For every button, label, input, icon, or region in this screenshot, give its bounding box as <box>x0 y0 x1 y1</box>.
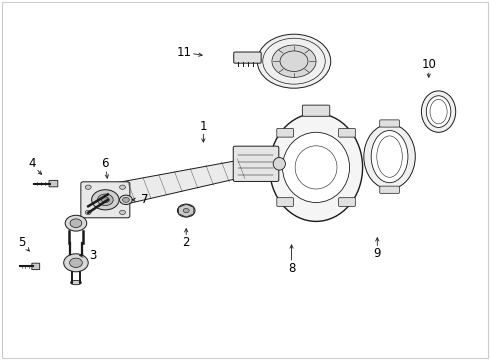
FancyBboxPatch shape <box>277 129 294 137</box>
Text: 10: 10 <box>421 58 436 71</box>
Text: 9: 9 <box>373 247 381 260</box>
Circle shape <box>257 34 331 88</box>
Text: 11: 11 <box>176 46 191 59</box>
Text: 6: 6 <box>101 157 109 170</box>
Circle shape <box>70 258 82 267</box>
FancyBboxPatch shape <box>277 198 294 206</box>
Circle shape <box>177 204 195 217</box>
Circle shape <box>272 45 316 77</box>
Circle shape <box>98 194 113 206</box>
Polygon shape <box>103 156 268 207</box>
Text: 2: 2 <box>182 237 190 249</box>
Text: 1: 1 <box>199 120 207 132</box>
Text: 7: 7 <box>141 193 148 206</box>
Ellipse shape <box>421 91 456 132</box>
Polygon shape <box>178 204 194 217</box>
Text: 5: 5 <box>18 237 26 249</box>
Circle shape <box>85 210 91 215</box>
Circle shape <box>70 219 82 228</box>
Text: 4: 4 <box>28 157 36 170</box>
Ellipse shape <box>270 113 363 221</box>
Circle shape <box>101 197 109 203</box>
Text: 8: 8 <box>288 262 295 275</box>
Ellipse shape <box>283 132 349 202</box>
Text: 3: 3 <box>89 249 97 262</box>
FancyBboxPatch shape <box>339 129 355 137</box>
Circle shape <box>64 254 88 272</box>
Circle shape <box>92 190 119 210</box>
Ellipse shape <box>71 280 81 285</box>
FancyBboxPatch shape <box>32 263 40 270</box>
Circle shape <box>120 210 125 215</box>
FancyBboxPatch shape <box>233 146 279 181</box>
FancyBboxPatch shape <box>339 198 355 206</box>
Circle shape <box>183 208 189 213</box>
Ellipse shape <box>426 96 451 127</box>
Circle shape <box>120 185 125 189</box>
Ellipse shape <box>273 157 285 170</box>
Ellipse shape <box>364 124 416 189</box>
Circle shape <box>65 215 87 231</box>
FancyBboxPatch shape <box>234 52 261 63</box>
FancyBboxPatch shape <box>380 186 399 193</box>
Ellipse shape <box>371 131 408 183</box>
FancyBboxPatch shape <box>49 180 58 187</box>
FancyBboxPatch shape <box>380 120 399 127</box>
Circle shape <box>85 185 91 189</box>
FancyBboxPatch shape <box>81 182 130 218</box>
Circle shape <box>120 195 132 204</box>
FancyBboxPatch shape <box>302 105 330 116</box>
Circle shape <box>122 197 129 202</box>
